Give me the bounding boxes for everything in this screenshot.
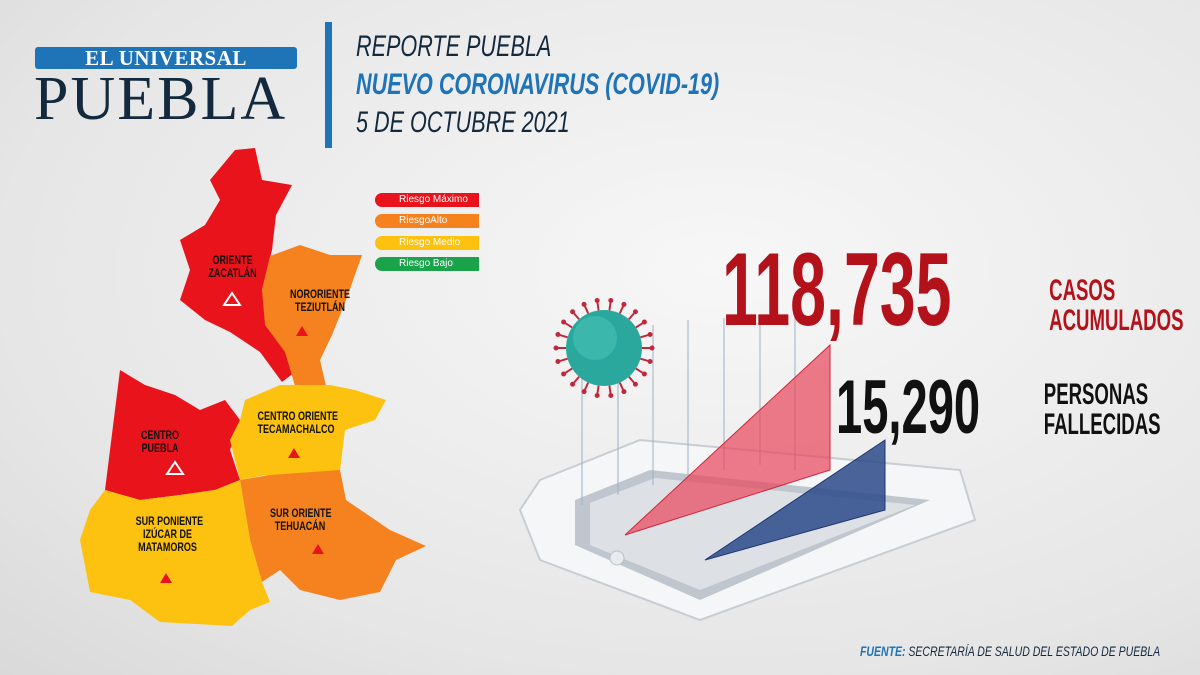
- tablet-illustration: [518, 312, 977, 622]
- region-label-teziutlan: NORORIENTE TEZIUTLÁN: [290, 287, 351, 314]
- region-nororiente-teziutlan: [262, 245, 362, 386]
- region-label-izucar: SUR PONIENTE IZÚCAR DE MATAMOROS: [135, 514, 204, 554]
- deaths-bar: [704, 439, 886, 561]
- region-label-centro-puebla: CENTRO PUEBLA: [140, 428, 179, 455]
- logo-el-universal: EL UNIVERSAL: [35, 47, 297, 69]
- region-centro-puebla: [105, 370, 240, 500]
- triangle-icon: [296, 326, 308, 336]
- virus-icon: [553, 297, 655, 399]
- logo-puebla: PUEBLA: [34, 65, 288, 133]
- triangle-outline-icon: [222, 291, 242, 306]
- deaths-label: PERSONAS FALLECIDAS: [1043, 378, 1161, 441]
- deaths-value: 15,290: [836, 365, 981, 450]
- region-label-tecamachalco: CENTRO ORIENTE TECAMACHALCO: [257, 409, 339, 436]
- cases-label: CASOS ACUMULADOS: [1049, 274, 1184, 337]
- legend-riesgo-medio: Riesgo Medio: [375, 236, 479, 250]
- source-note: FUENTE: SECRETARÍA DE SALUD DEL ESTADO D…: [860, 643, 1161, 659]
- header-title: REPORTE PUEBLA: [356, 30, 552, 63]
- header-subtitle: NUEVO CORONAVIRUS (COVID-19): [356, 68, 720, 101]
- triangle-outline-icon: [165, 460, 185, 475]
- triangle-icon: [312, 544, 324, 554]
- cases-value: 118,735: [722, 232, 952, 348]
- region-sur-oriente-tehuacan: [240, 470, 426, 600]
- header-divider: [325, 22, 332, 148]
- legend-riesgo-bajo: Riesgo Bajo: [375, 257, 479, 271]
- region-label-zacatlan: ORIENTE ZACATLÁN: [208, 253, 257, 280]
- triangle-icon: [160, 573, 172, 583]
- header-date: 5 DE OCTUBRE 2021: [356, 106, 570, 139]
- puebla-map: [80, 148, 426, 626]
- region-label-tehuacan: SUR ORIENTE TEHUACÁN: [270, 506, 332, 533]
- region-centro-oriente-tecamachalco: [230, 385, 386, 480]
- legend-riesgo-maximo: Riesgo Máximo: [375, 193, 479, 207]
- region-sur-poniente-izucar: [80, 480, 270, 626]
- legend-riesgo-alto: RiesgoAlto: [375, 214, 479, 228]
- triangle-icon: [288, 448, 300, 458]
- cases-bar: [624, 343, 831, 536]
